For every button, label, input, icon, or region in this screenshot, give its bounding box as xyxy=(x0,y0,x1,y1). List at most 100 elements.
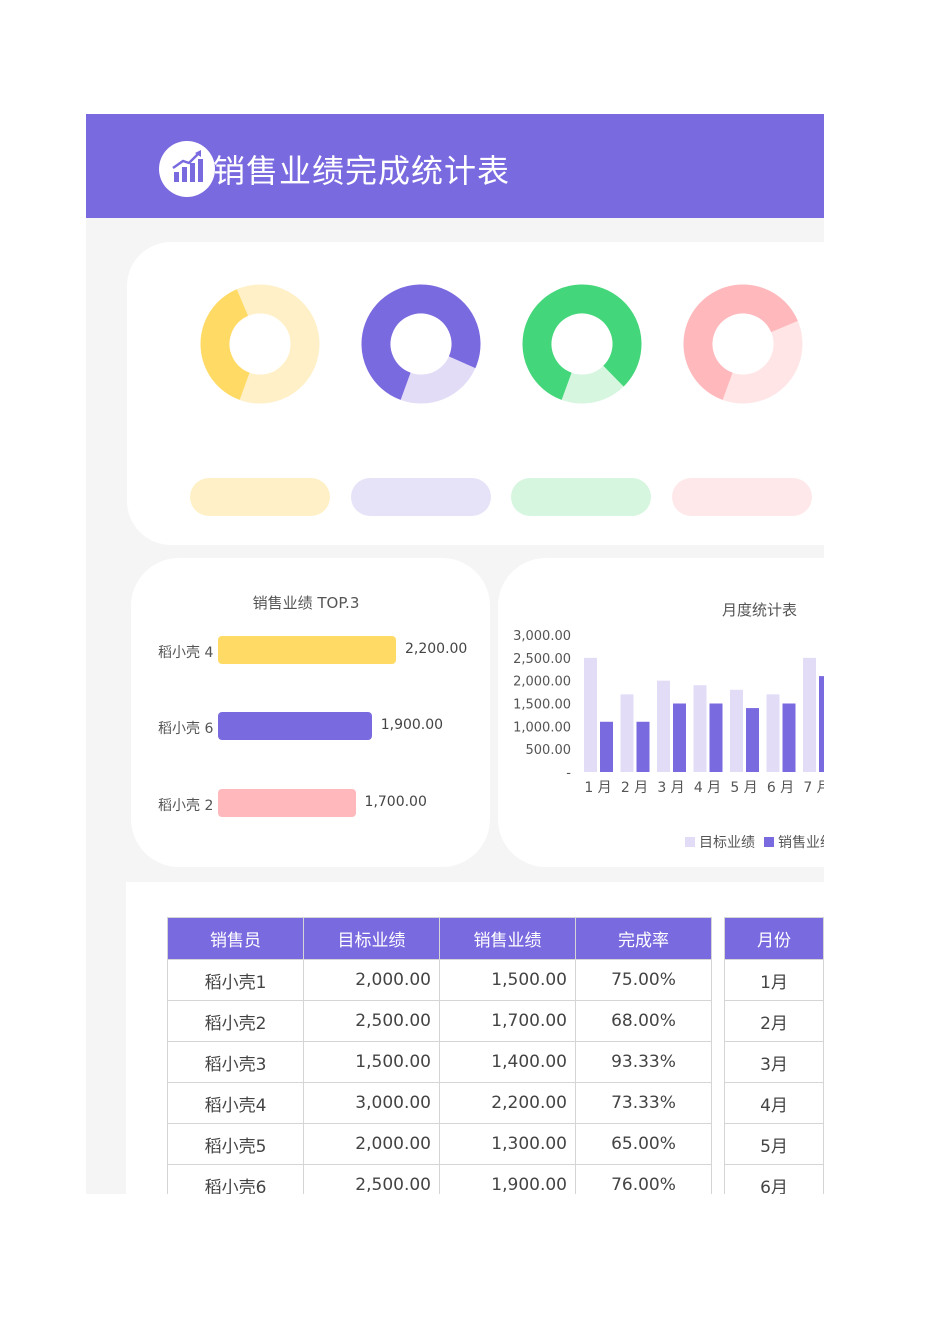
yellow-kpi-pill xyxy=(190,478,330,516)
y-tick-label: 500.00 xyxy=(526,743,572,758)
table-row: 稻小壳1 2,000.00 1,500.00 75.00% xyxy=(167,959,712,1001)
table-row: 稻小壳4 3,000.00 2,200.00 73.33% xyxy=(167,1082,712,1124)
sales-table: 销售员 目标业绩 销售业绩 完成率 稻小壳1 2,000.00 1,500.00 75… xyxy=(167,917,712,1194)
monthly-chart-card: 月度统计表 3,000.00 2,500.00 2,000.00 1,500.00 1,… xyxy=(498,558,824,867)
pink-donut xyxy=(683,284,803,404)
month-row: 6月 xyxy=(724,1164,824,1194)
col-header-completion: 完成率 xyxy=(575,917,712,960)
sales-bar xyxy=(819,676,824,772)
table-cell: 75.00% xyxy=(575,959,712,1001)
y-tick-label: 2,000.00 xyxy=(513,675,571,690)
table-cell: 3,000.00 xyxy=(303,1082,440,1124)
table-row: 稻小壳6 2,500.00 1,900.00 76.00% xyxy=(167,1164,712,1194)
table-cell: 稻小壳6 xyxy=(167,1164,304,1194)
sales-bar xyxy=(673,703,686,772)
donut-card xyxy=(127,242,824,545)
green-donut xyxy=(522,284,642,404)
pink-kpi-pill xyxy=(672,478,812,516)
page-title: 销售业绩完成统计表 xyxy=(213,152,511,190)
monthly-bar-chart: 3,000.00 2,500.00 2,000.00 1,500.00 1,000.00… xyxy=(513,629,824,796)
legend-target: 目标业绩 xyxy=(685,832,755,852)
sales-bar xyxy=(709,703,723,772)
y-tick-label: 2,500.00 xyxy=(513,652,571,667)
x-tick-label: 3 月 xyxy=(657,780,684,796)
y-tick-label: 1,500.00 xyxy=(513,698,571,713)
x-tick-label: 2 月 xyxy=(621,780,648,796)
y-tick-label: 3,000.00 xyxy=(513,629,571,644)
month-cell: 3月 xyxy=(724,1041,824,1083)
table-cell: 68.00% xyxy=(575,1000,712,1042)
legend-sales-swatch xyxy=(764,837,774,847)
sales-bar xyxy=(600,721,613,772)
green-kpi-pill xyxy=(511,478,651,516)
top3-bar xyxy=(218,789,356,817)
top3-bar xyxy=(218,636,396,664)
table-cell: 稻小壳4 xyxy=(167,1082,304,1124)
sales-bar xyxy=(746,708,759,772)
col-header-sales: 销售业绩 xyxy=(439,917,576,960)
col-header-month: 月份 xyxy=(724,917,824,960)
table-row: 稻小壳5 2,000.00 1,300.00 65.00% xyxy=(167,1123,712,1165)
purple-donut xyxy=(361,284,481,404)
month-row: 4月 xyxy=(724,1082,824,1124)
table-cell: 2,000.00 xyxy=(303,1123,440,1165)
x-tick-label: 1 月 xyxy=(584,780,611,796)
top3-name: 稻小壳 4 xyxy=(158,645,214,661)
legend-target-swatch xyxy=(685,837,695,847)
table-cell: 1,400.00 xyxy=(439,1041,576,1083)
table-cell: 1,900.00 xyxy=(439,1164,576,1194)
y-tick-label: 1,000.00 xyxy=(513,720,571,735)
table-cell: 1,300.00 xyxy=(439,1123,576,1165)
target-bar xyxy=(657,680,670,772)
top3-value-label: 2,200.00 xyxy=(405,641,468,657)
table-cell: 稻小壳1 xyxy=(167,959,304,1001)
table-cell: 65.00% xyxy=(575,1123,712,1165)
target-bar xyxy=(584,657,597,772)
col-header-salesperson: 销售员 xyxy=(167,917,304,960)
month-cell: 1月 xyxy=(724,959,824,1001)
donut-charts xyxy=(200,284,803,404)
month-row: 3月 xyxy=(724,1041,824,1083)
target-bar xyxy=(803,657,816,772)
table-cell: 稻小壳2 xyxy=(167,1000,304,1042)
purple-kpi-pill xyxy=(351,478,491,516)
table-cell: 1,500.00 xyxy=(439,959,576,1001)
table-cell: 1,500.00 xyxy=(303,1041,440,1083)
sales-bar xyxy=(636,721,650,772)
month-cell: 4月 xyxy=(724,1082,824,1124)
month-cell: 2月 xyxy=(724,1000,824,1042)
x-tick-label: 4 月 xyxy=(694,780,721,796)
header-bar: 销售业绩完成统计表 xyxy=(86,114,824,218)
table-row: 稻小壳2 2,500.00 1,700.00 68.00% xyxy=(167,1000,712,1042)
table-cell: 稻小壳5 xyxy=(167,1123,304,1165)
month-row: 2月 xyxy=(724,1000,824,1042)
top3-title: 销售业绩 TOP.3 xyxy=(252,594,360,612)
target-bar xyxy=(730,689,743,772)
sales-table-header: 销售员 目标业绩 销售业绩 完成率 xyxy=(167,917,712,960)
top3-name: 稻小壳 2 xyxy=(158,798,214,814)
month-row: 1月 xyxy=(724,959,824,1001)
target-bar xyxy=(620,694,634,772)
table-cell: 76.00% xyxy=(575,1164,712,1194)
target-bar xyxy=(693,685,707,772)
month-row: 5月 xyxy=(724,1123,824,1165)
table-row: 稻小壳3 1,500.00 1,400.00 93.33% xyxy=(167,1041,712,1083)
month-cell: 5月 xyxy=(724,1123,824,1165)
table-cell: 2,000.00 xyxy=(303,959,440,1001)
x-tick-label: 5 月 xyxy=(730,780,757,796)
table-cell: 93.33% xyxy=(575,1041,712,1083)
x-tick-label: 7 月 xyxy=(803,780,824,796)
sales-bar xyxy=(782,703,796,772)
month-cell: 6月 xyxy=(724,1164,824,1194)
pink-donut-fill xyxy=(683,284,803,404)
y-tick-label: - xyxy=(566,766,571,781)
table-cell: 1,700.00 xyxy=(439,1000,576,1042)
yellow-donut xyxy=(200,284,320,404)
green-donut-fill xyxy=(522,284,642,404)
table-cell: 2,500.00 xyxy=(303,1000,440,1042)
x-tick-label: 6 月 xyxy=(767,780,794,796)
top3-value-label: 1,700.00 xyxy=(364,794,427,810)
table-cell: 2,200.00 xyxy=(439,1082,576,1124)
legend-sales: 销售业绩 xyxy=(764,832,824,852)
top3-card: 销售业绩 TOP.3 稻小壳 4 2,200.00 稻小壳 6 1,900.00 稻小壳… xyxy=(131,558,490,867)
